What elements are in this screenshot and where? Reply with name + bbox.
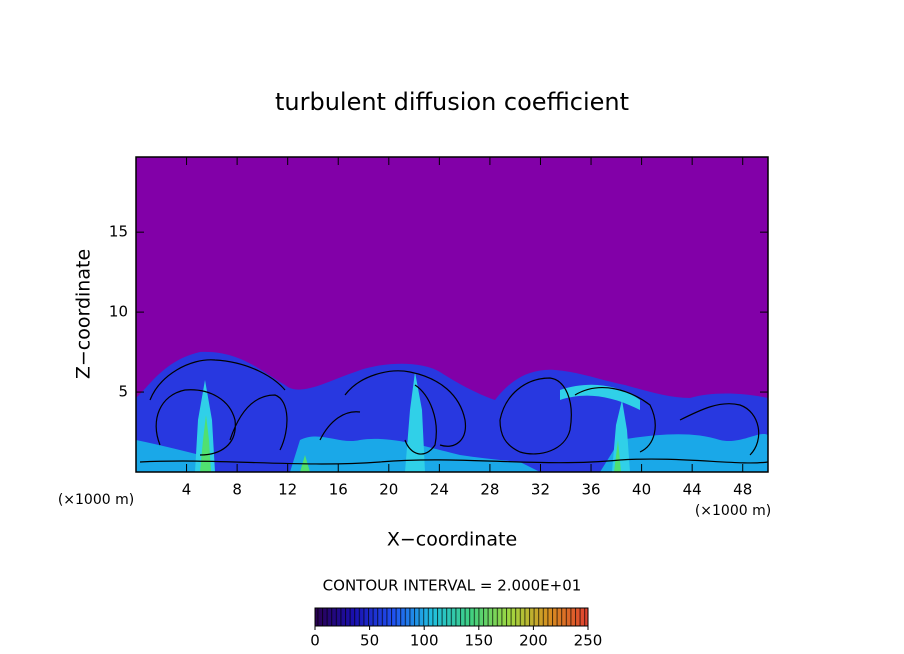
x-unit-label: (×1000 m) <box>695 503 771 519</box>
turbulent-region <box>136 351 768 472</box>
x-tick-label: 48 <box>733 481 752 499</box>
y-unit-label: (×1000 m) <box>58 492 134 508</box>
x-tick-label: 24 <box>430 481 449 499</box>
colorbar-tick-label: 0 <box>310 632 320 650</box>
y-tick-label: 5 <box>118 383 128 401</box>
x-tick-label: 44 <box>683 481 702 499</box>
colorbar-tick-label: 150 <box>464 632 493 650</box>
plot-frame <box>135 156 769 473</box>
y-axis-label: Z−coordinate <box>73 249 95 379</box>
colorbar-tick-label: 50 <box>360 632 379 650</box>
y-tick-label: 10 <box>109 303 128 321</box>
x-tick-label: 20 <box>379 481 398 499</box>
x-tick-label: 4 <box>182 481 192 499</box>
turbulent-region <box>195 372 640 472</box>
colorbar-contours <box>315 608 588 626</box>
x-tick-label: 8 <box>232 481 242 499</box>
x-tick-label: 16 <box>329 481 348 499</box>
contour-interval-label: CONTOUR INTERVAL = 2.000E+01 <box>323 577 582 595</box>
x-tick-label: 36 <box>581 481 600 499</box>
y-tick-label: 15 <box>109 223 128 241</box>
x-tick-label: 12 <box>278 481 297 499</box>
x-axis-label: X−coordinate <box>387 529 517 551</box>
field <box>136 351 768 472</box>
colorbar-tick-label: 250 <box>574 632 603 650</box>
x-tick-label: 28 <box>480 481 499 499</box>
x-tick-label: 32 <box>531 481 550 499</box>
contour-lines <box>139 359 768 465</box>
colorbar-tick-label: 200 <box>519 632 548 650</box>
colorbar-tick-label: 100 <box>410 632 439 650</box>
colorbar-frame <box>314 607 589 627</box>
x-tick-label: 40 <box>632 481 651 499</box>
turbulent-region <box>136 433 768 472</box>
chart-title: turbulent diffusion coefficient <box>275 88 629 116</box>
turbulent-region <box>200 415 621 472</box>
